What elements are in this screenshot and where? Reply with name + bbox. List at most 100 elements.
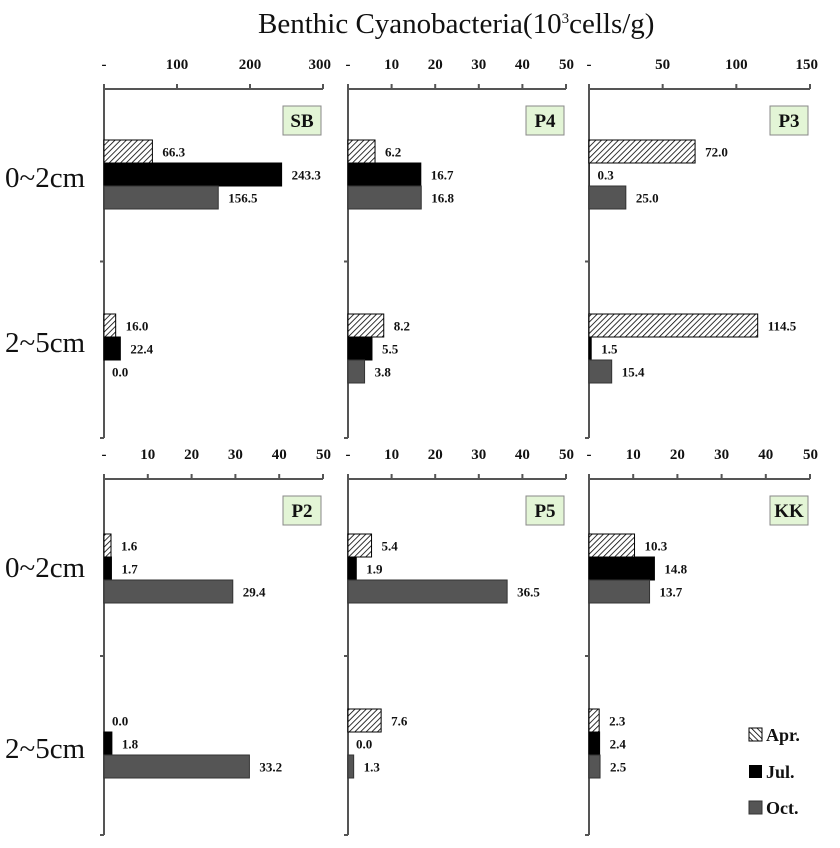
data-label: 1.3 (364, 760, 381, 775)
x-tick-label: 10 (140, 447, 155, 463)
x-tick-label: 20 (670, 447, 685, 463)
bar-p2-2-5cm-jul (103, 731, 113, 756)
site-label: P4 (534, 111, 556, 132)
data-label: 15.4 (622, 365, 645, 380)
site-label: KK (774, 501, 804, 522)
x-tick-label: - (346, 447, 351, 463)
data-label: 72.0 (705, 145, 728, 160)
data-label: 13.7 (660, 585, 683, 600)
x-tick-label: 100 (166, 57, 189, 73)
data-label: 1.8 (122, 737, 139, 752)
x-tick-label: 50 (803, 447, 818, 463)
x-tick-label: 50 (559, 447, 574, 463)
x-tick-label: 50 (316, 447, 331, 463)
bar-p5-0-2cm-apr (347, 533, 373, 558)
data-label: 2.5 (610, 760, 627, 775)
x-tick-label: 10 (384, 447, 399, 463)
x-tick-label: 20 (428, 447, 443, 463)
bar-p3-0-2cm-oct (588, 185, 627, 210)
data-label: 7.6 (391, 714, 408, 729)
x-tick-label: 50 (559, 57, 574, 73)
data-label: 16.7 (431, 168, 454, 183)
legend-swatch-apr (748, 727, 763, 742)
chart-title: Benthic Cyanobacteria(103cells/g) (258, 8, 654, 40)
panel-kk: - 10 20 30 40 50 KK 10.3 14.8 13.7 2.3 2.4 2.5 (585, 447, 818, 836)
data-label: 66.3 (162, 145, 185, 160)
x-tick-label: 50 (655, 57, 670, 73)
x-tick-label: - (587, 447, 592, 463)
data-label: 0.0 (356, 737, 372, 752)
bar-kk-2-5cm-oct (588, 754, 601, 779)
x-tick-label: - (102, 57, 107, 73)
data-label: 0.0 (112, 365, 128, 380)
bar-p3-2-5cm-apr (588, 313, 759, 338)
bar-p5-0-2cm-jul (347, 556, 357, 581)
data-label: 16.8 (431, 191, 454, 206)
bar-sb-2-5cm-apr (103, 313, 117, 338)
site-label-box (525, 105, 565, 136)
bar-p3-2-5cm-jul (588, 336, 592, 361)
x-tick-label: 150 (796, 57, 819, 73)
bar-p4-2-5cm-apr (347, 313, 385, 338)
depth-label-top-2-5cm: 2~5cm (5, 327, 86, 359)
x-tick-label: 20 (184, 447, 199, 463)
x-tick-label: 40 (515, 447, 530, 463)
data-label: 16.0 (126, 319, 149, 334)
legend: Apr. Jul. Oct. (748, 725, 800, 818)
bar-p2-0-2cm-apr (103, 533, 112, 558)
x-tick-label: 10 (626, 447, 641, 463)
panel-sb: - 100 200 300 SB 66.3 243.3 156.5 16.0 22.40.0 (100, 57, 331, 439)
data-label: 2.4 (610, 737, 627, 752)
bar-p4-0-2cm-apr (347, 139, 376, 164)
x-tick-label: 40 (515, 57, 530, 73)
data-label: 10.3 (645, 539, 668, 554)
x-tick-label: 100 (725, 57, 748, 73)
legend-swatch-oct (748, 800, 763, 815)
x-tick-label: 200 (239, 57, 262, 73)
x-tick-label: - (102, 447, 107, 463)
data-label: 29.4 (243, 585, 266, 600)
data-label: 33.2 (259, 760, 282, 775)
data-label: 243.3 (292, 168, 322, 183)
depth-label-bottom-2-5cm: 2~5cm (5, 733, 86, 765)
bar-kk-2-5cm-apr (588, 708, 600, 733)
data-label: 25.0 (636, 191, 659, 206)
panel-p2: - 10 20 30 40 50 P2 1.6 1.7 29.4 0.0 1.8 33.2 (100, 447, 331, 836)
x-tick-label: 30 (714, 447, 729, 463)
data-label: 22.4 (130, 342, 153, 357)
bar-p2-2-5cm-oct (103, 754, 250, 779)
site-label-box (282, 105, 322, 136)
data-label: 36.5 (517, 585, 540, 600)
bar-p4-0-2cm-oct (347, 185, 422, 210)
bar-p2-0-2cm-jul (103, 556, 112, 581)
data-label: 156.5 (228, 191, 258, 206)
data-label: 1.5 (601, 342, 618, 357)
bar-p2-0-2cm-oct (103, 579, 234, 604)
x-tick-label: 20 (428, 57, 443, 73)
bar-p3-0-2cm-apr (588, 139, 696, 164)
x-tick-label: 40 (758, 447, 773, 463)
bar-kk-0-2cm-apr (588, 533, 636, 558)
bar-kk-2-5cm-jul (588, 731, 601, 756)
site-label: SB (290, 111, 314, 132)
bar-p5-2-5cm-apr (347, 708, 382, 733)
bar-p4-2-5cm-oct (347, 359, 366, 384)
site-label-box (282, 495, 322, 526)
data-label: 0.0 (112, 714, 128, 729)
x-tick-label: - (587, 57, 592, 73)
bar-sb-0-2cm-apr (103, 139, 153, 164)
panel-p4: - 10 20 30 40 50 P4 6.2 16.7 16.8 8.2 5.5 3.8 (344, 57, 574, 439)
legend-label-apr: Apr. (766, 725, 800, 745)
data-label: 14.8 (664, 562, 687, 577)
site-label-box (525, 495, 565, 526)
data-label: 2.3 (609, 714, 626, 729)
data-label: 1.9 (366, 562, 383, 577)
x-tick-label: 30 (471, 57, 486, 73)
depth-label-bottom-0-2cm: 0~2cm (5, 552, 86, 584)
legend-label-jul: Jul. (766, 762, 795, 782)
site-label-box (769, 105, 809, 136)
bar-sb-0-2cm-oct (103, 185, 219, 210)
data-label: 6.2 (385, 145, 401, 160)
bar-p4-0-2cm-jul (347, 162, 422, 187)
